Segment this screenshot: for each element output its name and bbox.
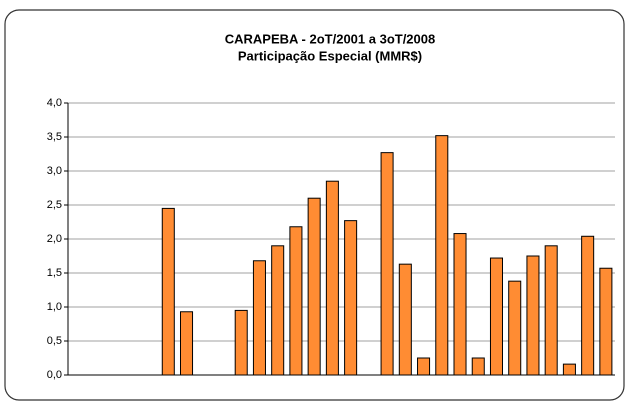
y-tick-label: 2,0 xyxy=(47,233,62,245)
y-tick-label: 2,5 xyxy=(47,199,62,211)
bar xyxy=(544,245,558,376)
bar xyxy=(179,311,194,376)
bar xyxy=(453,233,467,376)
y-tick-label: 3,5 xyxy=(47,131,62,143)
y-tick-label: 4,0 xyxy=(47,97,62,109)
y-tick-label: 3,0 xyxy=(47,165,62,177)
bar xyxy=(471,357,485,376)
chart-subtitle: Participação Especial (MMR$) xyxy=(238,48,422,63)
bar xyxy=(289,226,303,376)
bar xyxy=(307,197,321,376)
bar xyxy=(599,267,613,376)
bar xyxy=(271,245,285,376)
bar xyxy=(252,260,266,376)
bar xyxy=(562,363,576,376)
bar xyxy=(417,357,431,376)
bar xyxy=(508,280,522,376)
bar xyxy=(161,207,175,376)
bar xyxy=(380,152,394,376)
y-tick-label: 0,0 xyxy=(47,369,62,381)
bar xyxy=(234,309,248,376)
bar xyxy=(344,220,358,376)
bar xyxy=(435,135,449,376)
bar xyxy=(325,180,339,376)
y-tick-label: 1,0 xyxy=(47,301,62,313)
bar xyxy=(526,255,540,376)
bar xyxy=(581,235,595,376)
bar xyxy=(489,257,504,376)
y-tick-label: 1,5 xyxy=(47,267,62,279)
y-tick-label: 0,5 xyxy=(47,335,62,347)
chart-title: CARAPEBA - 2oT/2001 a 3oT/2008 xyxy=(225,31,435,46)
bar xyxy=(398,263,412,376)
